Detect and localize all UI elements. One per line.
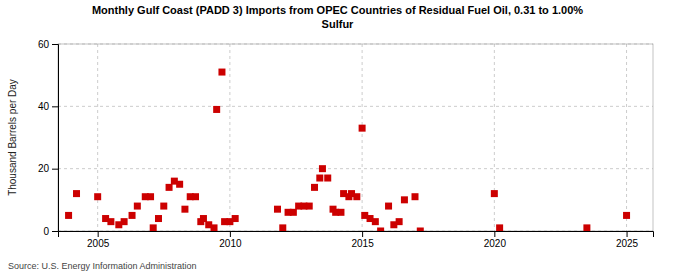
point <box>73 190 80 197</box>
grid-line <box>58 168 653 169</box>
point <box>232 215 239 222</box>
grid-line <box>626 44 627 231</box>
point <box>94 193 101 200</box>
point <box>160 203 167 210</box>
tick: 2005 <box>87 231 110 249</box>
point <box>166 184 173 191</box>
point <box>274 206 281 213</box>
tick-label: 20 <box>38 163 50 174</box>
point <box>396 218 403 225</box>
axis-line <box>59 232 654 238</box>
plot-frame <box>58 44 653 231</box>
point <box>401 196 408 203</box>
point <box>311 184 318 191</box>
tick-mark <box>494 231 495 237</box>
point <box>213 106 220 113</box>
point <box>65 212 72 219</box>
annotation: Source: U.S. Energy Information Administ… <box>8 261 197 271</box>
point <box>412 193 419 200</box>
point <box>211 224 218 231</box>
point <box>377 228 384 232</box>
grid-line <box>229 44 230 231</box>
y-axis-title: Thousand Barrels per Day <box>7 79 18 196</box>
tick-mark <box>98 231 99 237</box>
tick-mark <box>230 231 231 237</box>
tick: 2010 <box>219 231 242 249</box>
plot: 2005 2010 2015 2020 2025 0 20 40 60 <box>38 39 654 249</box>
point <box>192 193 199 200</box>
point <box>181 206 188 213</box>
point <box>316 175 323 182</box>
point <box>359 125 366 132</box>
tick-mark <box>52 106 58 107</box>
tick-label: 2015 <box>351 238 374 249</box>
point <box>324 175 331 182</box>
grid-line <box>58 106 653 107</box>
point <box>155 215 162 222</box>
point <box>279 224 286 231</box>
tick-mark <box>362 231 363 237</box>
point <box>306 203 313 210</box>
title: Monthly Gulf Coast (PADD 3) Imports from… <box>92 4 583 30</box>
tick: 2015 <box>351 231 374 249</box>
point <box>150 224 157 231</box>
point <box>353 193 360 200</box>
points <box>65 69 630 231</box>
point <box>218 69 225 76</box>
grid-line <box>362 44 363 231</box>
grid-line <box>97 44 98 231</box>
tick-label: 60 <box>38 39 50 50</box>
point <box>491 190 498 197</box>
tick-label: 2005 <box>87 238 110 249</box>
tick-mark <box>52 231 58 232</box>
chart: 2005 2010 2015 2020 2025 0 20 40 60 Thousand Barr… <box>0 0 675 275</box>
tick-label: 2020 <box>484 238 507 249</box>
grid <box>58 44 653 231</box>
point <box>319 165 326 172</box>
point <box>176 181 183 188</box>
tick: 2025 <box>616 231 639 249</box>
tick: 2020 <box>484 231 507 249</box>
tick: 40 <box>38 101 58 112</box>
point <box>121 218 128 225</box>
tick-label: 2010 <box>219 238 242 249</box>
point <box>417 228 424 232</box>
point <box>290 209 297 216</box>
tick-mark <box>52 44 58 45</box>
point <box>129 212 136 219</box>
grid-line <box>494 44 495 231</box>
y-axis: 0 20 40 60 <box>38 39 59 237</box>
point <box>623 212 630 219</box>
tick-mark <box>52 169 58 170</box>
point <box>372 218 379 225</box>
point <box>200 215 207 222</box>
point <box>134 203 141 210</box>
axis-line <box>52 45 59 232</box>
tick-label: 40 <box>38 101 50 112</box>
x-axis: 2005 2010 2015 2020 2025 <box>59 231 654 249</box>
point <box>496 224 503 231</box>
point <box>385 203 392 210</box>
tick: 20 <box>38 163 58 174</box>
tick-label: 2025 <box>616 238 639 249</box>
tick-label: 0 <box>43 226 49 237</box>
point <box>147 193 154 200</box>
tick: 0 <box>43 226 58 237</box>
tick: 60 <box>38 39 58 50</box>
tick-mark <box>627 231 628 237</box>
point <box>107 218 114 225</box>
point <box>583 224 590 231</box>
point <box>337 209 344 216</box>
